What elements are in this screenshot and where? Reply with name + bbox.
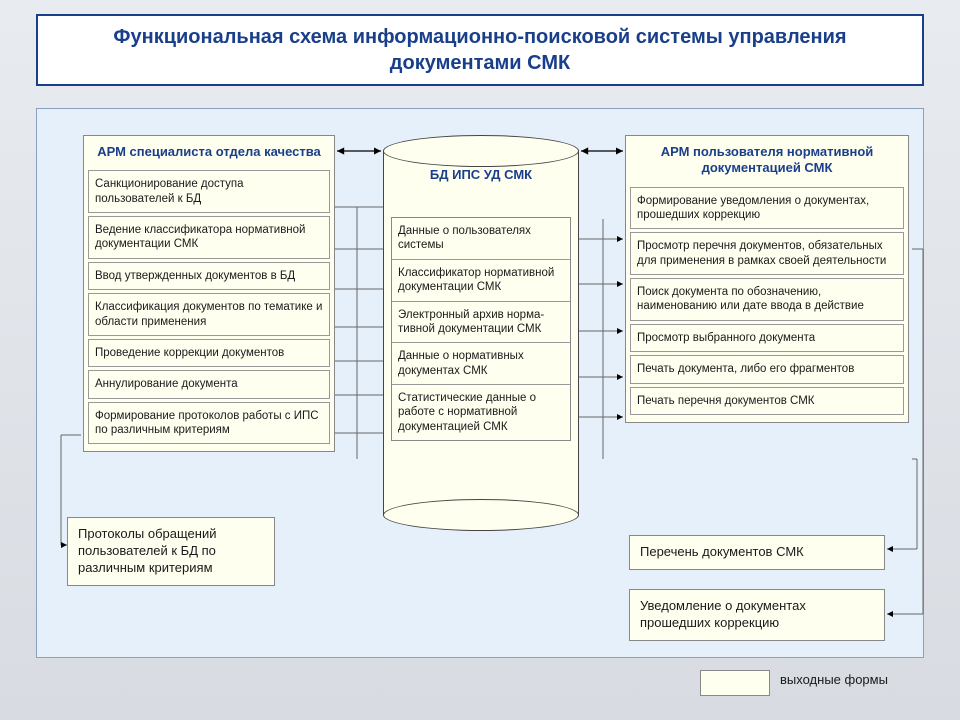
legend-label: выходные формы	[780, 672, 888, 687]
diagram-title: Функциональная схема информационно-поиск…	[36, 14, 924, 86]
right-item: Печать документа, либо его фрагментов	[630, 355, 904, 383]
right-arm-panel: АРМ пользователя нормативной документаци…	[625, 135, 909, 423]
left-item: Аннулирование документа	[88, 370, 330, 398]
output-left: Протоколы обращений пользователей к БД п…	[67, 517, 275, 586]
left-arm-items: Санкционирование доступа пользователей к…	[84, 170, 334, 451]
right-arm-items: Формирование уведомления о документах, п…	[626, 187, 908, 422]
left-arm-panel: АРМ специалиста отдела качества Санкцион…	[83, 135, 335, 452]
left-item: Классификация документов по тематике и о…	[88, 293, 330, 336]
left-item: Формирование протоколов работы с ИПС по …	[88, 402, 330, 445]
database-items: Данные о пользователях системы Классифик…	[391, 217, 571, 441]
database-title: БД ИПС УД СМК	[383, 167, 579, 182]
legend-swatch	[700, 670, 770, 696]
right-item: Формирование уведомления о документах, п…	[630, 187, 904, 230]
db-item: Электронный архив норма- тивной документ…	[392, 302, 570, 344]
db-item: Статистические данные о работе с нормати…	[392, 385, 570, 440]
left-item: Проведение коррекции документов	[88, 339, 330, 367]
db-item: Данные о нормативных документах СМК	[392, 343, 570, 385]
db-item: Классификатор нормативной документации С…	[392, 260, 570, 302]
left-item: Санкционирование доступа пользователей к…	[88, 170, 330, 213]
diagram-canvas: АРМ специалиста отдела качества Санкцион…	[36, 108, 924, 658]
right-item: Просмотр перечня документов, обязательны…	[630, 232, 904, 275]
left-item: Ввод утвержденных документов в БД	[88, 262, 330, 290]
right-item: Печать перечня документов СМК	[630, 387, 904, 415]
left-arm-title: АРМ специалиста отдела качества	[84, 136, 334, 170]
output-right-2: Уведомление о документах прошедших корре…	[629, 589, 885, 641]
db-item: Данные о пользователях системы	[392, 218, 570, 260]
right-arm-title: АРМ пользователя нормативной документаци…	[626, 136, 908, 187]
left-item: Ведение классификатора нормативной докум…	[88, 216, 330, 259]
output-right-1: Перечень документов СМК	[629, 535, 885, 570]
right-item: Просмотр выбранного документа	[630, 324, 904, 352]
right-item: Поиск документа по обозначению, наименов…	[630, 278, 904, 321]
database-cylinder: БД ИПС УД СМК Данные о пользователях сис…	[383, 135, 579, 527]
